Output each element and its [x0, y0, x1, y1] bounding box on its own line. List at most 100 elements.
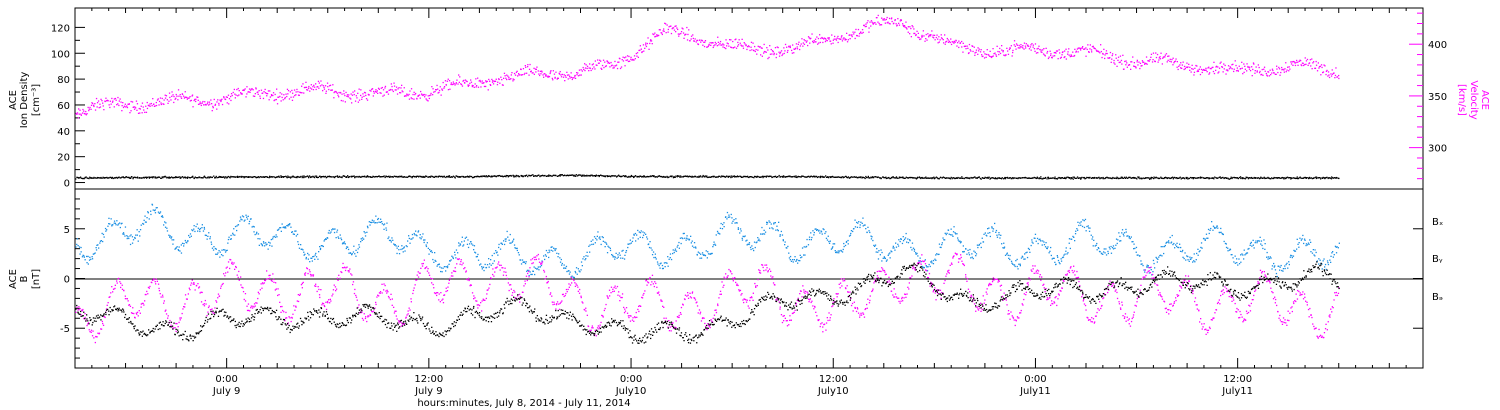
data-point — [912, 26, 914, 28]
data-point — [1151, 177, 1153, 179]
data-point — [665, 262, 667, 264]
data-point — [433, 91, 435, 93]
data-point — [338, 175, 341, 178]
data-point — [142, 222, 144, 225]
data-point — [255, 87, 257, 89]
data-point — [116, 177, 118, 179]
data-point — [1182, 61, 1184, 63]
data-point — [685, 33, 687, 35]
data-point — [263, 245, 266, 247]
data-point — [883, 18, 885, 20]
data-point — [752, 248, 754, 250]
data-point — [641, 51, 643, 53]
data-point — [127, 103, 129, 105]
data-point — [957, 42, 959, 44]
data-point — [183, 176, 186, 178]
data-point — [518, 254, 520, 256]
data-point — [1106, 176, 1108, 178]
data-point — [442, 81, 444, 84]
data-point — [929, 34, 931, 36]
data-point — [844, 244, 847, 247]
data-point — [489, 84, 491, 86]
data-point — [193, 225, 195, 227]
data-point — [933, 178, 936, 180]
data-point — [288, 98, 291, 100]
data-point — [1084, 48, 1086, 50]
data-point — [91, 256, 93, 258]
data-point — [813, 40, 815, 42]
data-point — [1008, 257, 1010, 259]
data-point — [239, 175, 241, 178]
data-point — [1213, 61, 1215, 63]
data-point — [1163, 56, 1165, 58]
data-point — [438, 91, 440, 94]
data-point — [1188, 63, 1190, 65]
data-point — [286, 177, 288, 179]
data-point — [1099, 177, 1101, 179]
data-point — [1167, 55, 1169, 57]
data-point — [974, 251, 976, 253]
data-point — [565, 174, 567, 177]
data-point — [806, 176, 808, 178]
data-point — [1227, 70, 1229, 72]
data-point — [857, 177, 859, 179]
data-point — [434, 259, 436, 262]
data-point — [813, 231, 815, 234]
data-point — [990, 177, 993, 179]
data-point — [1181, 67, 1183, 69]
data-point — [992, 48, 994, 50]
data-point — [870, 176, 872, 178]
data-point — [268, 99, 270, 101]
data-point — [1253, 176, 1255, 179]
data-point — [452, 81, 454, 83]
data-point — [910, 246, 912, 249]
data-point — [1040, 240, 1042, 242]
data-point — [722, 46, 724, 48]
data-point — [362, 93, 364, 95]
data-point — [314, 176, 316, 179]
data-point — [1216, 177, 1218, 179]
data-point — [287, 93, 289, 95]
data-point — [111, 224, 113, 226]
data-point — [136, 176, 139, 178]
data-point — [405, 95, 407, 97]
data-point — [152, 177, 154, 179]
data-point — [1186, 177, 1188, 180]
data-point — [209, 176, 211, 179]
data-point — [247, 91, 249, 93]
data-point — [627, 246, 629, 249]
data-point — [701, 40, 704, 42]
data-point — [812, 230, 814, 232]
data-point — [530, 70, 532, 72]
data-point — [547, 252, 549, 254]
data-point — [477, 86, 480, 88]
data-point — [1220, 177, 1222, 179]
data-point — [911, 242, 914, 244]
data-point — [732, 40, 734, 43]
data-point — [414, 176, 416, 178]
data-point — [599, 59, 601, 61]
data-point — [1070, 54, 1072, 56]
data-point — [1072, 235, 1074, 238]
data-point — [573, 276, 575, 279]
data-point — [701, 39, 703, 41]
data-point — [330, 176, 333, 178]
data-point — [520, 174, 522, 177]
data-point — [1061, 54, 1063, 56]
data-point — [1124, 177, 1127, 179]
data-point — [387, 93, 390, 95]
data-point — [870, 20, 873, 22]
data-point — [541, 175, 543, 177]
data-point — [925, 176, 927, 178]
data-point — [986, 177, 988, 179]
data-point — [226, 176, 229, 178]
data-point — [1034, 43, 1037, 45]
data-point — [548, 256, 550, 259]
data-point — [558, 175, 560, 177]
data-point — [785, 176, 787, 178]
data-point — [411, 238, 413, 240]
data-point — [287, 175, 289, 177]
data-point — [121, 105, 123, 107]
data-point — [987, 176, 989, 179]
data-point — [1068, 48, 1070, 50]
